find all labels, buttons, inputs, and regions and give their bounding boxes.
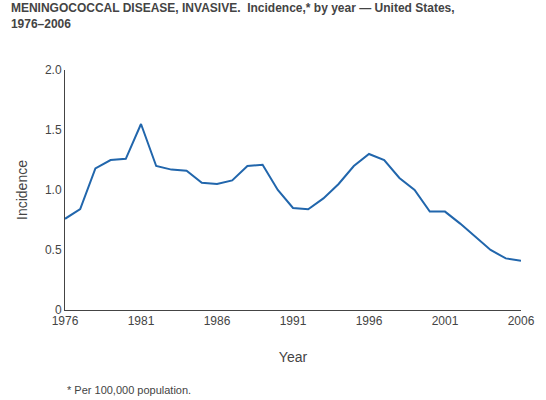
svg-text:2006: 2006 bbox=[508, 314, 535, 328]
svg-text:1991: 1991 bbox=[280, 314, 307, 328]
svg-text:1.5: 1.5 bbox=[45, 123, 62, 137]
svg-text:2001: 2001 bbox=[432, 314, 459, 328]
svg-text:0.5: 0.5 bbox=[45, 243, 62, 257]
svg-text:2.0: 2.0 bbox=[45, 63, 62, 77]
svg-text:Year: Year bbox=[279, 349, 308, 365]
svg-text:Incidence: Incidence bbox=[14, 160, 30, 220]
svg-text:1996: 1996 bbox=[356, 314, 383, 328]
svg-text:MENINGOCOCCAL DISEASE, INVASIV: MENINGOCOCCAL DISEASE, INVASIVE. Inciden… bbox=[11, 1, 455, 31]
svg-text:1976: 1976 bbox=[52, 314, 79, 328]
svg-text:1.0: 1.0 bbox=[45, 183, 62, 197]
svg-text:* Per 100,000 population.: * Per 100,000 population. bbox=[67, 384, 191, 396]
svg-text:1986: 1986 bbox=[204, 314, 231, 328]
svg-text:1981: 1981 bbox=[128, 314, 155, 328]
svg-text:0: 0 bbox=[55, 303, 62, 317]
